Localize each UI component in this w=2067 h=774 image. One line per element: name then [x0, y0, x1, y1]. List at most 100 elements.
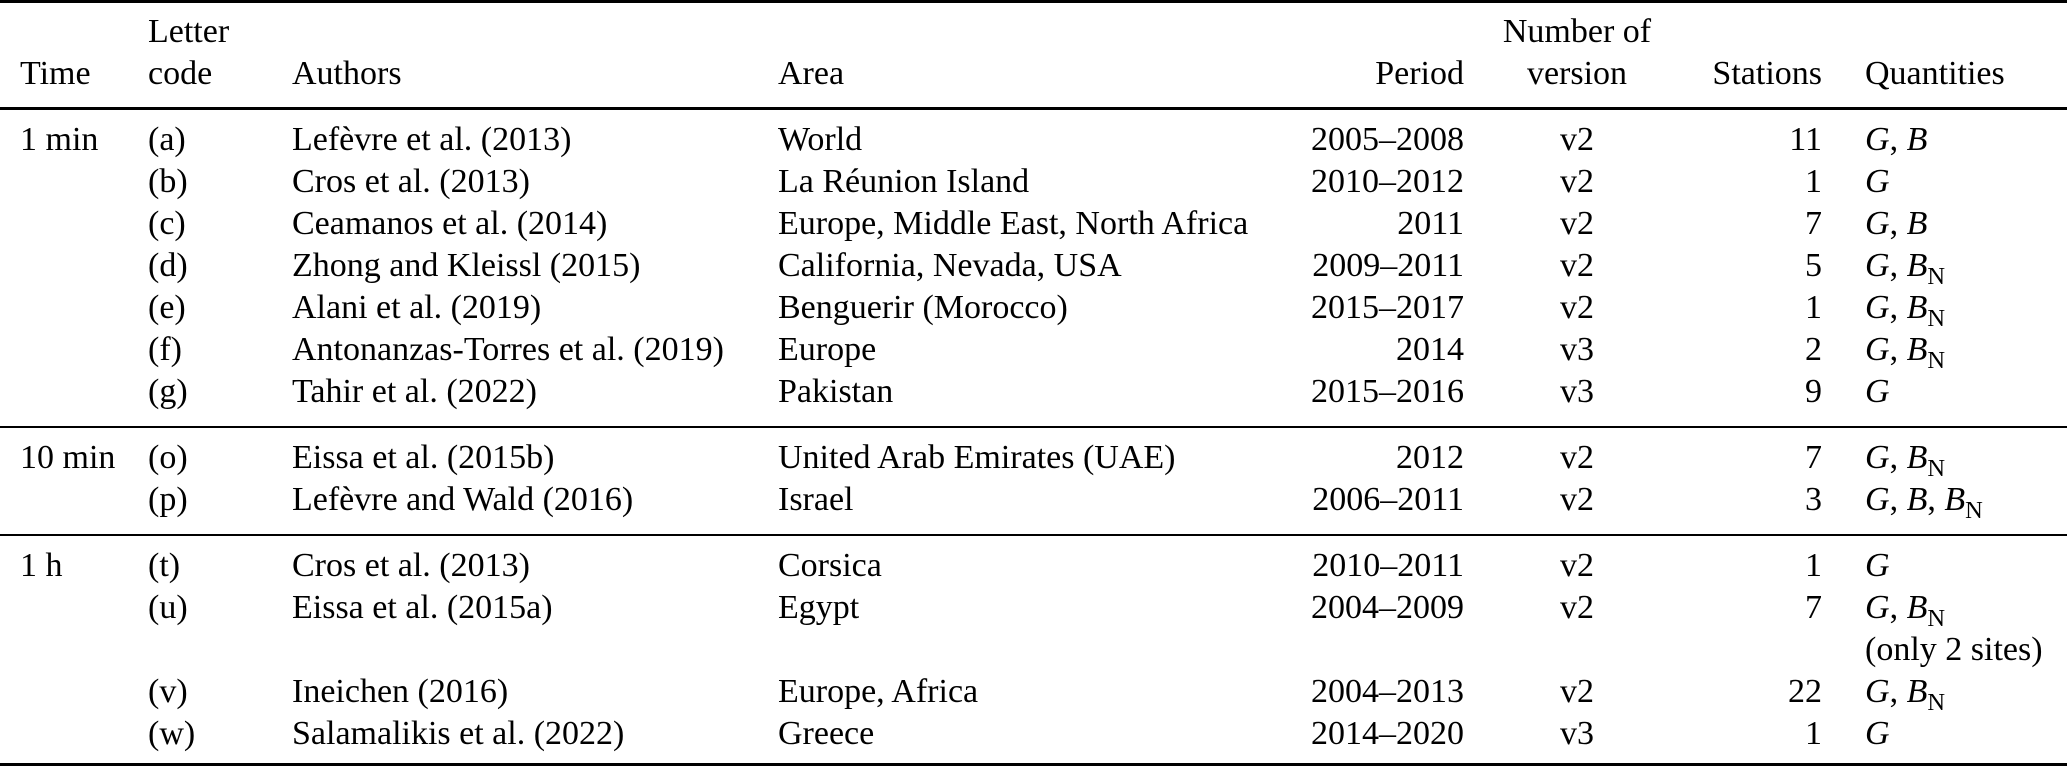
cell-quantities: G, B [1822, 109, 2067, 162]
cell-time [0, 329, 148, 371]
table-row: (b) Cros et al. (2013) La Réunion Island… [0, 161, 2067, 203]
cell-area: Greece [778, 715, 875, 752]
cell-code: (u) [148, 589, 188, 626]
cell-time [0, 371, 148, 427]
table-row: (w) Salamalikis et al. (2022) Greece 201… [0, 713, 2067, 765]
cell-period: 2015–2016 [1311, 373, 1464, 410]
cell-quantities: G [1822, 535, 2067, 587]
header-spacer-time [0, 2, 148, 54]
cell-area: California, Nevada, USA [778, 247, 1122, 284]
cell-stations: 5 [1805, 247, 1822, 284]
cell-authors: Tahir et al. (2022) [292, 373, 537, 410]
cell-version: v2 [1560, 289, 1594, 326]
cell-time [0, 203, 148, 245]
cell-time: 1 min [20, 121, 99, 158]
quantities-symbols: G, BN [1865, 289, 1946, 332]
cell-area: Europe [778, 331, 877, 368]
cell-version: v2 [1560, 673, 1594, 710]
cell-period: 2011 [1397, 205, 1464, 242]
table-row: (e) Alani et al. (2019) Benguerir (Moroc… [0, 287, 2067, 332]
cell-code: (a) [148, 121, 186, 158]
cell-quantities: G, B, BN [1822, 479, 2067, 535]
cell-code: (w) [148, 715, 196, 752]
cell-version: v2 [1560, 205, 1594, 242]
cell-area: Corsica [778, 547, 882, 584]
table-row: (p) Lefèvre and Wald (2016) Israel 2006–… [0, 479, 2067, 535]
cell-period: 2010–2011 [1312, 547, 1464, 584]
col-header-authors: Authors [292, 55, 402, 92]
cell-stations: 3 [1805, 481, 1822, 518]
col-header-stations: Stations [1712, 55, 1822, 92]
quantities-note: (only 2 sites) [1865, 631, 2043, 668]
cell-quantities: G [1822, 371, 2067, 427]
cell-time [0, 671, 148, 713]
cell-code: (c) [148, 205, 186, 242]
cell-code: (o) [148, 439, 188, 476]
cell-quantities: G, BN (only 2 sites) [1822, 587, 2067, 671]
cell-period: 2004–2013 [1311, 673, 1464, 710]
col-header-version: version [1526, 55, 1628, 92]
table-row: 10 min (o) Eissa et al. (2015b) United A… [0, 427, 2067, 481]
quantities-symbols: G, B, BN [1865, 481, 1983, 524]
cell-stations: 7 [1805, 589, 1822, 626]
cell-version: v2 [1560, 439, 1594, 476]
cell-stations: 1 [1805, 289, 1822, 326]
cell-version: v2 [1560, 481, 1594, 518]
header-spacer-period [1290, 2, 1464, 54]
cell-area: Europe, Middle East, North Africa [778, 205, 1249, 242]
cell-stations: 9 [1805, 373, 1822, 410]
cell-period: 2014 [1396, 331, 1464, 368]
cell-code: (p) [148, 481, 188, 518]
cell-quantities: G, B [1822, 203, 2067, 245]
cell-period: 2010–2012 [1311, 163, 1464, 200]
cell-version: v3 [1560, 715, 1594, 752]
cell-code: (v) [148, 673, 188, 710]
cell-code: (f) [148, 331, 182, 368]
cell-version: v2 [1560, 589, 1594, 626]
table-row: 1 min (a) Lefèvre et al. (2013) World 20… [0, 109, 2067, 162]
table-row: (c) Ceamanos et al. (2014) Europe, Middl… [0, 203, 2067, 245]
cell-version: v3 [1560, 331, 1594, 368]
cell-period: 2014–2020 [1311, 715, 1464, 752]
cell-period: 2005–2008 [1311, 121, 1464, 158]
header-spacer-stations [1690, 2, 1822, 54]
cell-quantities: G [1822, 713, 2067, 765]
table-row: (f) Antonanzas-Torres et al. (2019) Euro… [0, 329, 2067, 373]
header-spacer-area [778, 2, 1290, 54]
cell-period: 2006–2011 [1312, 481, 1464, 518]
cell-stations: 1 [1805, 547, 1822, 584]
col-header-time: Time [20, 55, 91, 92]
quantities-symbols: G [1865, 373, 1890, 410]
cell-code: (g) [148, 373, 188, 410]
cell-quantities: G, BN [1822, 329, 2067, 373]
cell-time: 1 h [20, 547, 63, 584]
cell-authors: Ceamanos et al. (2014) [292, 205, 608, 242]
cell-authors: Alani et al. (2019) [292, 289, 542, 326]
quantities-symbols: G, B [1865, 121, 1928, 158]
cell-area: United Arab Emirates (UAE) [778, 439, 1176, 476]
cell-stations: 11 [1789, 121, 1822, 158]
cell-code: (b) [148, 163, 188, 200]
cell-authors: Cros et al. (2013) [292, 163, 530, 200]
cell-time [0, 287, 148, 329]
cell-time [0, 587, 148, 671]
cell-period: 2015–2017 [1311, 289, 1464, 326]
table-row: (g) Tahir et al. (2022) Pakistan 2015–20… [0, 371, 2067, 427]
cell-area: Egypt [778, 589, 860, 626]
cell-authors: Antonanzas-Torres et al. (2019) [292, 331, 724, 368]
cell-stations: 7 [1805, 205, 1822, 242]
cell-authors: Lefèvre and Wald (2016) [292, 481, 634, 518]
col-header-number-of: Number of [1502, 13, 1652, 50]
quantities-symbols: G [1865, 715, 1890, 752]
cell-authors: Ineichen (2016) [292, 673, 509, 710]
cell-period: 2004–2009 [1311, 589, 1464, 626]
table-header: Letter Number of Time code Authors Area … [0, 2, 2067, 109]
table-row: (d) Zhong and Kleissl (2015) California,… [0, 245, 2067, 289]
col-header-letter: Letter [148, 13, 230, 50]
cell-authors: Salamalikis et al. (2022) [292, 715, 625, 752]
cell-version: v3 [1560, 373, 1594, 410]
cell-code: (d) [148, 247, 188, 284]
cell-quantities: G, BN [1822, 245, 2067, 289]
cell-time [0, 161, 148, 203]
group-1min: 1 min (a) Lefèvre et al. (2013) World 20… [0, 108, 2067, 428]
